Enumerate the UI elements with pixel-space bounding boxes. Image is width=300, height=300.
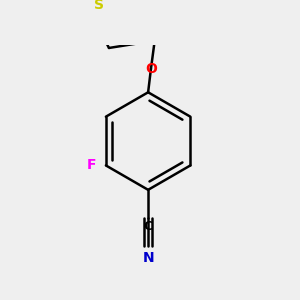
Text: C: C	[144, 220, 153, 233]
Text: F: F	[87, 158, 97, 172]
Text: S: S	[94, 0, 103, 12]
Text: N: N	[142, 251, 154, 265]
Text: O: O	[145, 62, 157, 76]
